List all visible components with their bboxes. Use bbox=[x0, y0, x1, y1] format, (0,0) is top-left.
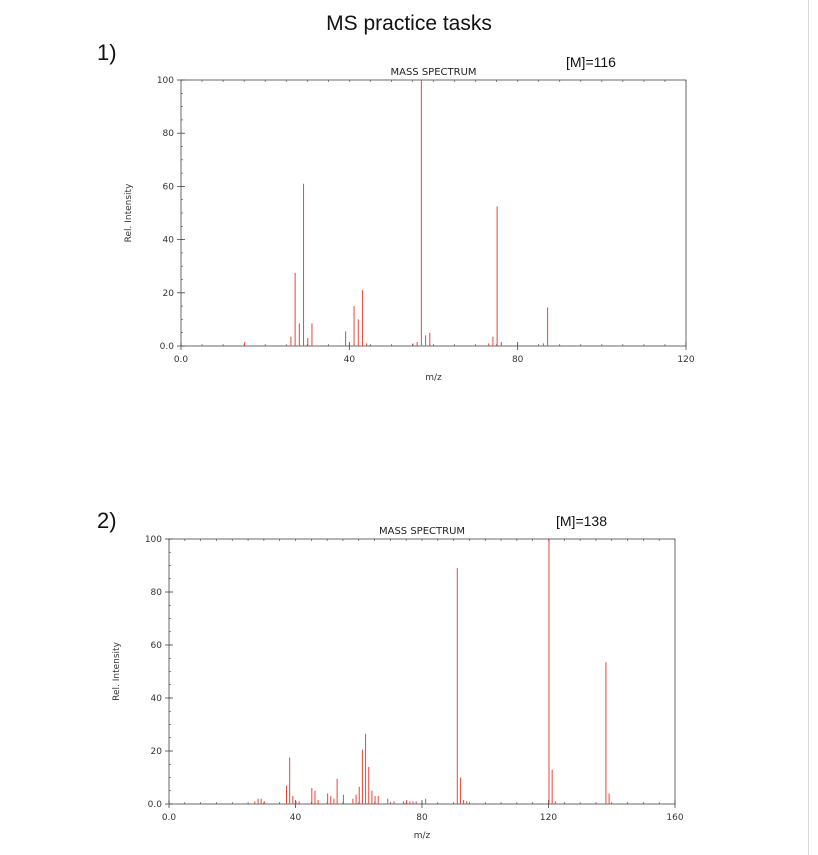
x-axis-label: m/z bbox=[425, 373, 442, 383]
x-axis-label: m/z bbox=[414, 831, 431, 841]
x-tick-label: 120 bbox=[677, 355, 694, 365]
plot-frame bbox=[168, 538, 676, 805]
y-tick-label: 0.0 bbox=[148, 800, 163, 810]
y-tick-label: 80 bbox=[163, 129, 175, 139]
y-tick-label: 80 bbox=[151, 588, 163, 598]
chart-title: MASS SPECTRUM bbox=[390, 67, 476, 78]
x-tick-label: 120 bbox=[540, 813, 557, 823]
x-tick-label: 0.0 bbox=[162, 813, 177, 823]
y-tick-label: 40 bbox=[151, 694, 163, 704]
y-tick-label: 100 bbox=[157, 76, 174, 86]
y-tick-label: 60 bbox=[163, 182, 175, 192]
page-title: MS practice tasks bbox=[326, 12, 492, 35]
y-axis-label: Rel. Intensity bbox=[112, 641, 122, 700]
x-tick-label: 0.0 bbox=[174, 355, 189, 365]
x-tick-label: 80 bbox=[416, 813, 428, 823]
chart-title: MASS SPECTRUM bbox=[379, 526, 465, 537]
x-tick-label: 40 bbox=[344, 355, 356, 365]
page-edge-line bbox=[808, 0, 809, 855]
y-tick-label: 60 bbox=[151, 641, 163, 651]
y-tick-label: 100 bbox=[145, 535, 162, 545]
task-1-label: 1) bbox=[97, 40, 117, 65]
task-2-label: 2) bbox=[97, 508, 117, 533]
y-tick-label: 40 bbox=[163, 236, 175, 246]
y-tick-label: 20 bbox=[151, 747, 163, 757]
x-tick-label: 40 bbox=[290, 813, 302, 823]
y-axis-label: Rel. Intensity bbox=[124, 183, 134, 242]
task-1-molecular-ion: [M]=116 bbox=[566, 54, 616, 70]
x-tick-label: 160 bbox=[666, 813, 683, 823]
x-tick-label: 80 bbox=[512, 355, 524, 365]
task-2-molecular-ion: [M]=138 bbox=[556, 513, 607, 529]
mass-spectrum-chart-1: 0.0 40 80 120 0.0 20 40 60 80 100 MASS SPECTRUM m/z… bbox=[124, 67, 695, 383]
y-tick-label: 0.0 bbox=[160, 342, 175, 352]
y-tick-label: 20 bbox=[163, 289, 175, 299]
